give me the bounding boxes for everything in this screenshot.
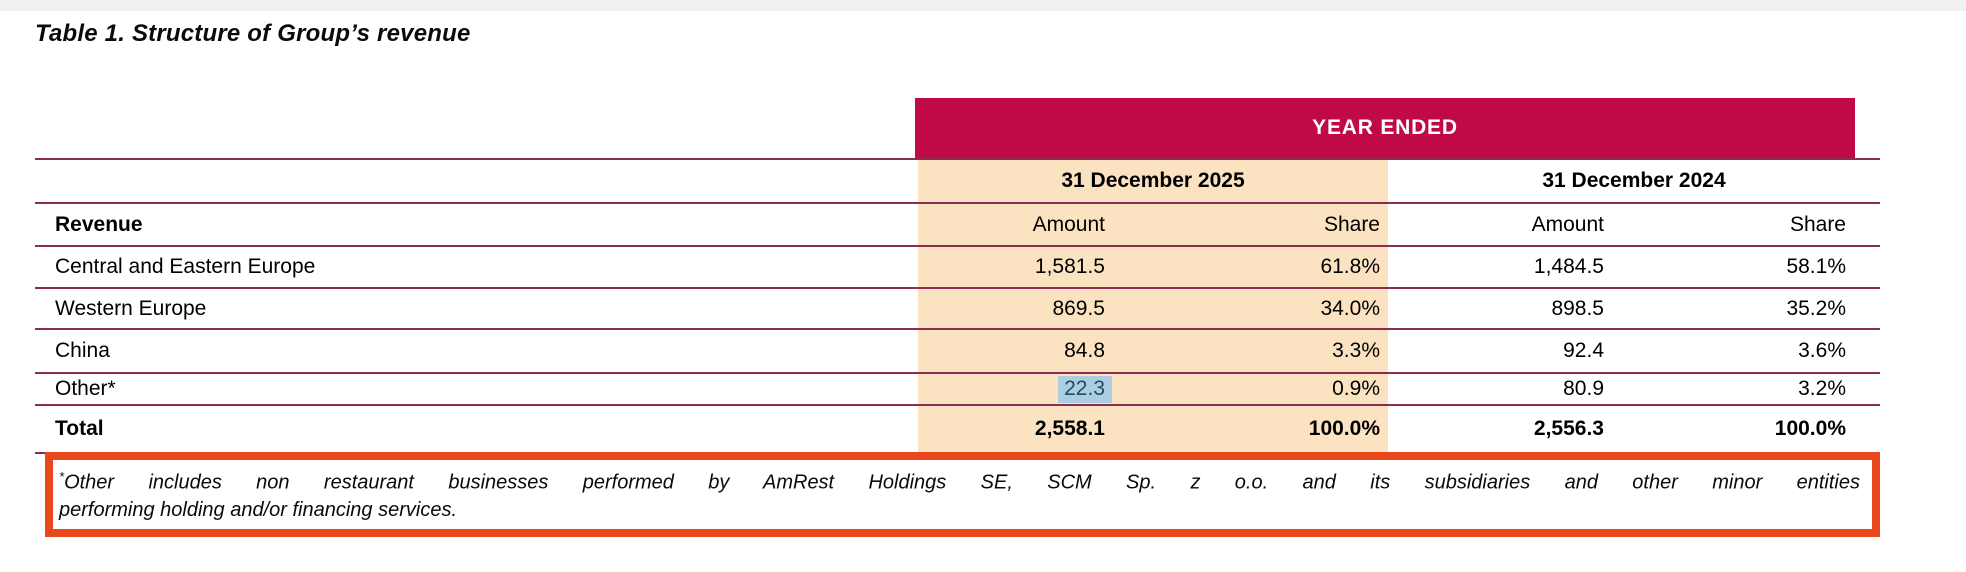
total-share-2025: 100.0%	[1308, 417, 1380, 440]
amount-2024-cell: 92.4	[1563, 339, 1604, 362]
page-title: Table 1. Structure of Group’s revenue	[35, 20, 471, 47]
share-2025-cell: 3.3%	[1332, 339, 1380, 362]
row-label: Central and Eastern Europe	[55, 255, 316, 278]
footnote-asterisk-marker: *	[59, 469, 65, 484]
column-header-amount-2024: Amount	[1531, 212, 1604, 236]
period-2024-header: 31 December 2024	[1542, 169, 1726, 192]
period-2025-header: 31 December 2025	[1061, 169, 1245, 192]
column-header-amount-2025: Amount	[1032, 212, 1105, 236]
amount-2024-cell: 898.5	[1551, 296, 1604, 320]
share-2024-cell: 58.1%	[1786, 255, 1846, 278]
share-2024-cell: 3.2%	[1798, 377, 1846, 400]
total-row: Total 2,558.1 100.0% 2,556.3 100.0%	[35, 406, 1880, 454]
footnote-annotation-box: *Other includes non restaurant businesse…	[45, 452, 1880, 537]
amount-2025-cell: 22.3	[918, 375, 1112, 403]
footnote-text: Other includes non restaurant businesses…	[64, 471, 1860, 494]
footnote-line1: *Other includes non restaurant businesse…	[59, 463, 1860, 497]
share-2025-cell: 0.9%	[1332, 377, 1380, 400]
year-ended-label: YEAR ENDED	[1312, 116, 1458, 139]
share-2024-cell: 3.6%	[1798, 339, 1846, 362]
amount-2025-cell: 869.5	[1052, 296, 1105, 320]
share-2025-cell: 34.0%	[1320, 296, 1380, 320]
amount-2024-cell: 80.9	[1563, 377, 1604, 400]
row-group-header-revenue: Revenue	[55, 212, 143, 236]
table-row-cee: Central and Eastern Europe 1,581.5 61.8%…	[35, 247, 1880, 289]
highlight-2025-column	[918, 158, 1388, 452]
total-amount-2025: 2,558.1	[1034, 417, 1105, 440]
year-ended-band: YEAR ENDED	[915, 98, 1855, 158]
total-label: Total	[55, 417, 104, 440]
top-edge-strip	[0, 0, 1966, 11]
row-label: Other*	[55, 377, 116, 400]
row-label: China	[55, 339, 110, 362]
table-row-western-europe: Western Europe 869.5 34.0% 898.5 35.2%	[35, 289, 1880, 330]
total-share-2024: 100.0%	[1774, 417, 1846, 440]
revenue-table: 31 December 2025 31 December 2024 Revenu…	[35, 158, 1880, 454]
period-header-row: 31 December 2025 31 December 2024	[35, 160, 1880, 204]
row-label: Western Europe	[55, 296, 207, 320]
total-amount-2024: 2,556.3	[1533, 417, 1604, 440]
share-2024-cell: 35.2%	[1786, 296, 1846, 320]
amount-2025-cell: 1,581.5	[1034, 255, 1105, 278]
footnote-line2: performing holding and/or financing serv…	[59, 498, 457, 521]
selected-value[interactable]: 22.3	[1058, 375, 1112, 403]
share-2025-cell: 61.8%	[1320, 255, 1380, 278]
amount-2025-cell: 84.8	[1064, 339, 1105, 362]
column-header-share-2024: Share	[1789, 212, 1846, 236]
column-header-share-2025: Share	[1323, 212, 1380, 236]
table-row-china: China 84.8 3.3% 92.4 3.6%	[35, 330, 1880, 374]
column-header-row: Revenue Amount Share Amount Share	[35, 204, 1880, 247]
amount-2024-cell: 1,484.5	[1533, 255, 1604, 278]
table-row-other: Other* 22.3 0.9% 80.9 3.2%	[35, 374, 1880, 406]
